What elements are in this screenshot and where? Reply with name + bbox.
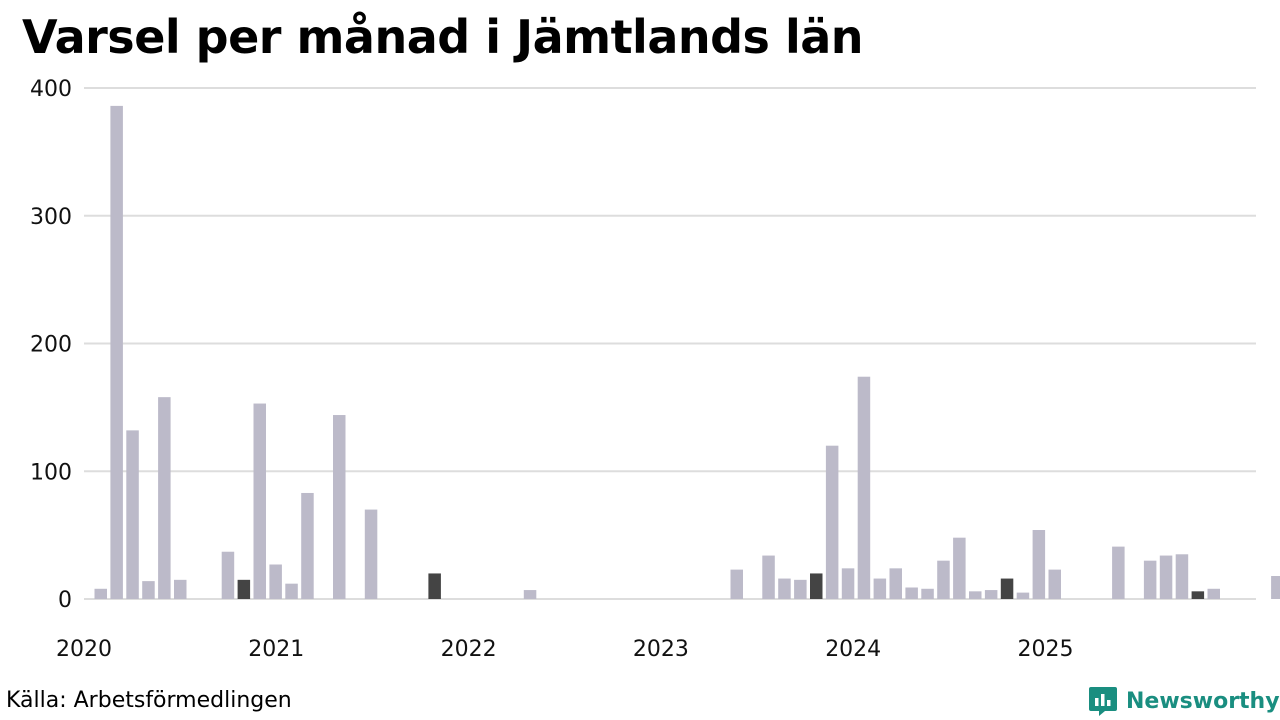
bar [158, 397, 171, 599]
bar [237, 579, 251, 599]
bar [953, 537, 966, 599]
bar [937, 560, 950, 599]
y-tick-label: 300 [30, 205, 72, 230]
x-tick-label: 2022 [441, 637, 497, 662]
brand-logo[interactable]: Newsworthy [1088, 684, 1280, 718]
bar [857, 376, 871, 599]
bar [269, 564, 282, 599]
bar [1175, 554, 1189, 599]
bar [110, 105, 123, 599]
x-tick-label: 2021 [248, 637, 304, 662]
x-tick-label: 2020 [56, 637, 112, 662]
bar [984, 590, 998, 599]
y-axis: 0 100 200 300 400 [30, 77, 72, 613]
source-note: Källa: Arbetsförmedlingen [6, 688, 292, 713]
bar [810, 573, 823, 599]
bar [873, 578, 887, 599]
bar [1191, 591, 1205, 599]
bar [730, 569, 743, 599]
bar [126, 430, 139, 599]
bar [905, 587, 918, 599]
chart-title: Varsel per månad i Jämtlands län [22, 10, 864, 64]
bar [889, 568, 902, 599]
bar [523, 590, 537, 599]
bar [142, 581, 155, 599]
bar [841, 568, 855, 599]
bar [301, 492, 314, 599]
y-tick-label: 200 [30, 333, 72, 358]
bar [428, 573, 441, 599]
x-tick-label: 2023 [633, 637, 689, 662]
y-tick-label: 400 [30, 77, 72, 102]
bar [1143, 560, 1157, 599]
bar [762, 555, 775, 599]
brand-name: Newsworthy [1126, 688, 1280, 714]
x-axis: 2020 2021 2022 2023 2024 2025 [56, 637, 1074, 662]
y-tick-label: 100 [30, 460, 72, 485]
bar [794, 579, 807, 599]
bar [1016, 592, 1030, 599]
bar [364, 509, 378, 599]
bars [94, 105, 1280, 599]
bar [1271, 576, 1280, 599]
bar [1112, 546, 1125, 599]
bar [1000, 578, 1014, 599]
y-tick-label: 0 [58, 588, 72, 613]
bar [778, 578, 791, 599]
x-tick-label: 2025 [1018, 637, 1074, 662]
bar [221, 551, 235, 599]
bar [1207, 588, 1220, 599]
bar [1048, 569, 1061, 599]
bar [174, 579, 187, 599]
bar [825, 445, 839, 599]
bar [253, 403, 266, 599]
bar [333, 415, 346, 599]
bar [94, 588, 107, 599]
bar [1159, 555, 1173, 599]
bar [969, 591, 982, 599]
newsworthy-logo-icon [1089, 687, 1117, 716]
bar [285, 583, 298, 599]
bar [921, 588, 934, 599]
bar [1032, 530, 1046, 599]
x-tick-label: 2024 [825, 637, 881, 662]
